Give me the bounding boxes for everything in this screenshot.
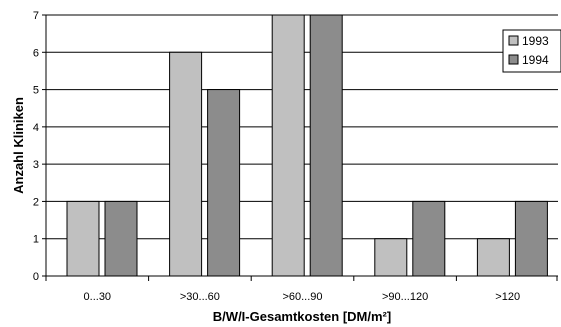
- bar-1994-1: [207, 89, 241, 277]
- bar-1993-1: [169, 51, 203, 277]
- legend-label-1994: 1994: [522, 53, 549, 67]
- axes: [45, 15, 558, 277]
- y-tick-label: 2: [33, 196, 39, 208]
- y-tick-label: 6: [33, 47, 39, 59]
- bar-1993-4: [476, 238, 510, 277]
- x-tick-label: 0...30: [84, 291, 112, 303]
- x-tick-label: >120: [495, 291, 520, 303]
- bar-1993-3: [374, 238, 408, 277]
- y-tick-label: 4: [33, 122, 39, 134]
- y-tick-label: 1: [33, 234, 39, 246]
- x-tick-label: >90...120: [382, 291, 428, 303]
- legend-swatch-1994: [508, 54, 519, 65]
- y-tick-label: 7: [33, 10, 39, 22]
- y-tick-label: 3: [33, 159, 39, 171]
- bar-1994-3: [412, 200, 446, 277]
- y-axis-ticks: 0 1 2 3 4 5 6 7: [33, 10, 46, 283]
- legend: 1993 1994: [502, 29, 561, 73]
- legend-swatch-1993: [508, 35, 519, 46]
- legend-label-1993: 1993: [522, 34, 549, 48]
- x-axis-ticks: 0...30 >30...60 >60...90 >90...120 >120: [45, 276, 558, 303]
- y-axis-title: Anzahl Kliniken: [11, 97, 26, 194]
- y-tick-label: 5: [33, 85, 39, 97]
- x-tick-label: >30...60: [180, 291, 220, 303]
- x-tick-label: >60...90: [282, 291, 322, 303]
- bar-1994-0: [104, 200, 138, 277]
- y-tick-label: 0: [33, 271, 39, 283]
- bar-1994-4: [514, 200, 548, 277]
- bar-1994-2: [309, 14, 343, 277]
- bar-1993-0: [66, 200, 100, 277]
- x-axis-title: B/W/I-Gesamtkosten [DM/m²]: [213, 309, 391, 324]
- bar-1993-2: [271, 14, 305, 277]
- bars: [66, 14, 548, 277]
